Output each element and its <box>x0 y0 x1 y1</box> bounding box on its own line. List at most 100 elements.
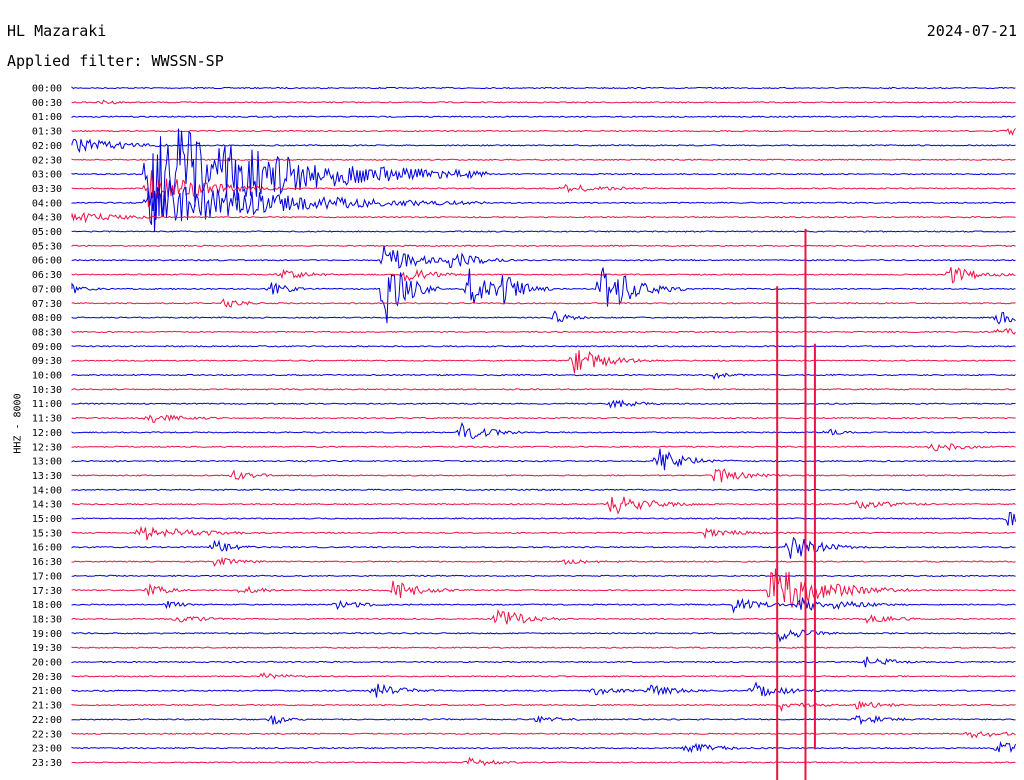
trace-line <box>71 138 1016 153</box>
time-tick-label: 22:00 <box>32 715 62 726</box>
time-tick-label: 06:00 <box>32 256 62 267</box>
time-tick-label: 02:00 <box>32 141 62 152</box>
time-tick-label: 17:30 <box>32 586 62 597</box>
trace-line <box>71 730 1016 739</box>
time-tick-label: 11:30 <box>32 414 62 425</box>
time-tick-label: 15:30 <box>32 528 62 539</box>
trace-line <box>71 740 1016 754</box>
trace-line <box>71 597 1016 614</box>
trace-line <box>71 298 1016 308</box>
trace-line <box>71 127 1016 136</box>
time-tick-label: 19:30 <box>32 643 62 654</box>
time-tick-label: 08:00 <box>32 313 62 324</box>
trace-line <box>71 399 1016 409</box>
trace-line <box>71 86 1016 90</box>
trace-line <box>71 672 1016 680</box>
time-tick-label: 14:30 <box>32 500 62 511</box>
trace-line <box>71 180 1016 222</box>
time-tick-label: 03:30 <box>32 184 62 195</box>
time-tick-label: 09:00 <box>32 342 62 353</box>
trace-line <box>71 646 1016 649</box>
time-tick-label: 22:30 <box>32 729 62 740</box>
trace-line <box>71 99 1016 105</box>
trace-line <box>71 170 1016 208</box>
trace-line <box>71 212 1016 224</box>
time-tick-label: 20:00 <box>32 658 62 669</box>
time-tick-label: 01:30 <box>32 127 62 138</box>
time-tick-label: 12:30 <box>32 442 62 453</box>
trace-line <box>71 345 1016 348</box>
time-tick-label: 08:30 <box>32 327 62 338</box>
trace-line <box>71 608 1016 625</box>
time-tick-label: 10:30 <box>32 385 62 396</box>
time-tick-label: 23:30 <box>32 758 62 769</box>
time-tick-label: 16:30 <box>32 557 62 568</box>
time-tick-label: 07:30 <box>32 299 62 310</box>
trace-line <box>71 568 1016 608</box>
time-tick-label: 15:00 <box>32 514 62 525</box>
trace-line <box>71 496 1016 515</box>
trace-line <box>71 421 1016 439</box>
time-tick-label: 21:00 <box>32 686 62 697</box>
trace-line <box>71 388 1016 391</box>
trace-line <box>71 267 1016 324</box>
time-tick-label: 13:00 <box>32 457 62 468</box>
trace-line <box>71 267 1016 284</box>
time-tick-label: 21:30 <box>32 701 62 712</box>
time-tick-label: 05:30 <box>32 241 62 252</box>
time-tick-label: 03:00 <box>32 170 62 181</box>
time-tick-label: 10:00 <box>32 371 62 382</box>
trace-line <box>71 701 1016 713</box>
trace-line <box>71 443 1016 452</box>
time-tick-label: 04:00 <box>32 198 62 209</box>
station-title: HL Mazaraki <box>7 22 107 40</box>
time-tick-label: 20:30 <box>32 672 62 683</box>
time-tick-label: 19:00 <box>32 629 62 640</box>
trace-line <box>71 574 1016 578</box>
time-tick-label: 06:30 <box>32 270 62 281</box>
time-tick-label: 12:00 <box>32 428 62 439</box>
time-tick-label: 05:00 <box>32 227 62 238</box>
time-tick-label: 01:00 <box>32 112 62 123</box>
trace-line <box>71 245 1016 269</box>
trace-line <box>71 230 1016 233</box>
trace-line <box>71 556 1016 567</box>
trace-line <box>71 656 1016 668</box>
time-tick-label: 18:30 <box>32 614 62 625</box>
trace-line <box>71 536 1016 559</box>
trace-line <box>71 511 1016 526</box>
filter-label: Applied filter: WWSSN-SP <box>7 52 224 70</box>
trace-line <box>71 414 1016 423</box>
trace-line <box>71 681 1016 698</box>
time-tick-label: 16:00 <box>32 543 62 554</box>
date-label: 2024-07-21 <box>926 22 1017 40</box>
time-tick-label: 11:00 <box>32 399 62 410</box>
time-tick-label: 02:30 <box>32 155 62 166</box>
time-tick-label: 13:30 <box>32 471 62 482</box>
time-tick-label: 18:00 <box>32 600 62 611</box>
trace-line <box>71 488 1016 492</box>
trace-line <box>71 328 1016 335</box>
trace-line <box>71 372 1016 381</box>
time-tick-label: 09:30 <box>32 356 62 367</box>
trace-line <box>71 115 1016 119</box>
trace-line <box>71 525 1016 541</box>
trace-line <box>71 158 1016 161</box>
trace-line <box>71 350 1016 374</box>
trace-line <box>71 756 1016 767</box>
trace-line <box>71 128 1016 233</box>
time-tick-label: 23:00 <box>32 744 62 755</box>
trace-line <box>71 468 1016 483</box>
trace-line <box>71 714 1016 726</box>
time-tick-label: 04:30 <box>32 213 62 224</box>
trace-line <box>71 448 1016 471</box>
trace-line <box>71 629 1016 643</box>
time-tick-label: 17:00 <box>32 571 62 582</box>
trace-line <box>71 244 1016 248</box>
time-tick-label: 00:00 <box>32 84 62 95</box>
time-tick-label: 07:00 <box>32 284 62 295</box>
trace-line <box>71 310 1016 325</box>
time-tick-label: 00:30 <box>32 98 62 109</box>
time-tick-label: 14:00 <box>32 485 62 496</box>
